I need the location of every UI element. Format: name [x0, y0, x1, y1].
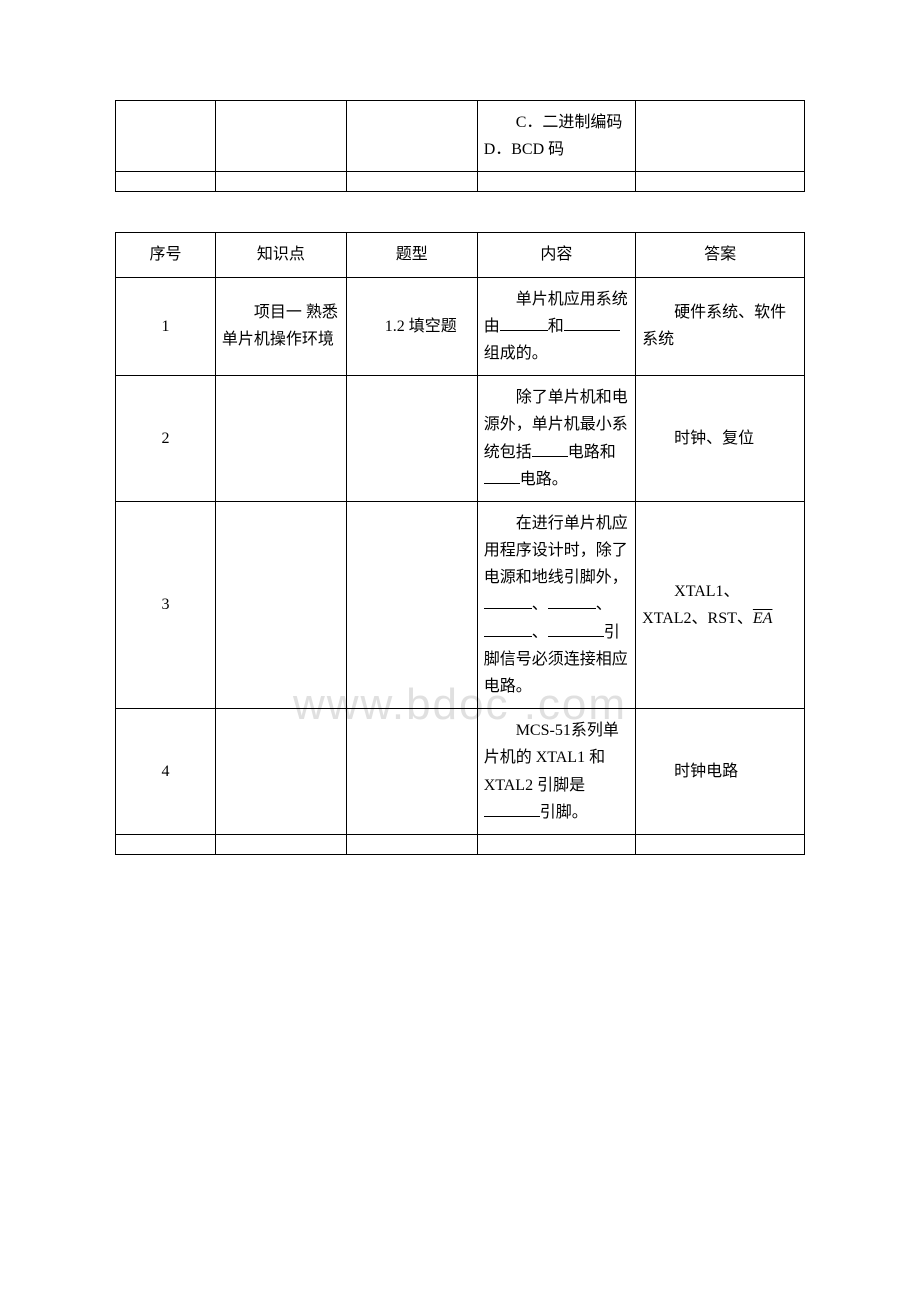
content-text: 组成的。: [484, 345, 548, 362]
cell-empty: [346, 709, 477, 835]
content-text: 引脚。: [540, 804, 588, 821]
cell-empty: [346, 101, 477, 172]
cell-answer: XTAL1、XTAL2、RST、EA: [636, 501, 805, 708]
table-main: 序号 知识点 题型 内容 答案 1 项目一 熟悉单片机操作环境 1.2 填空题 …: [115, 232, 805, 855]
answer-ea: EA: [753, 610, 773, 627]
cell-empty: [215, 376, 346, 502]
cell-content: 在进行单片机应用程序设计时，除了电源和地线引脚外，、、、引脚信号必须连接相应电路…: [477, 501, 635, 708]
header-kp: 知识点: [215, 233, 346, 277]
blank-line: [484, 621, 532, 637]
header-num: 序号: [116, 233, 216, 277]
cell-content: 除了单片机和电源外，单片机最小系统包括电路和电路。: [477, 376, 635, 502]
content-text: MCS-51系列单片机的 XTAL1 和 XTAL2 引脚是: [484, 722, 619, 793]
table-row: 4 MCS-51系列单片机的 XTAL1 和 XTAL2 引脚是引脚。 时钟电路: [116, 709, 805, 835]
blank-line: [484, 801, 540, 817]
cell-empty: [477, 172, 635, 192]
table-row: [116, 172, 805, 192]
blank-line: [564, 315, 620, 331]
content-text: 电路。: [520, 471, 568, 488]
cell-type: 1.2 填空题: [346, 277, 477, 376]
table-row: 2 除了单片机和电源外，单片机最小系统包括电路和电路。 时钟、复位: [116, 376, 805, 502]
content-text: 、: [532, 596, 548, 613]
cell-num: 2: [116, 376, 216, 502]
table-row: C．二进制编码 D．BCD 码: [116, 101, 805, 172]
cell-empty: [346, 834, 477, 854]
cell-num: 3: [116, 501, 216, 708]
blank-line: [484, 593, 532, 609]
content-text: 、: [596, 596, 612, 613]
content-text: 在进行单片机应用程序设计时，除了电源和地线引脚外，: [484, 515, 628, 586]
blank-line: [484, 468, 520, 484]
cell-kp: 项目一 熟悉单片机操作环境: [215, 277, 346, 376]
cell-content: 单片机应用系统由和组成的。: [477, 277, 635, 376]
blank-line: [500, 315, 548, 331]
content-text: 和: [548, 318, 564, 335]
table-row: [116, 834, 805, 854]
cell-num: 1: [116, 277, 216, 376]
cell-empty: [636, 172, 805, 192]
cell-content: C．二进制编码 D．BCD 码: [477, 101, 635, 172]
cell-answer: 时钟、复位: [636, 376, 805, 502]
cell-empty: [477, 834, 635, 854]
table-row: 1 项目一 熟悉单片机操作环境 1.2 填空题 单片机应用系统由和组成的。 硬件…: [116, 277, 805, 376]
blank-line: [532, 441, 568, 457]
cell-empty: [215, 501, 346, 708]
content-text: 、: [532, 624, 548, 641]
cell-answer: 硬件系统、软件系统: [636, 277, 805, 376]
cell-empty: [116, 834, 216, 854]
header-type: 题型: [346, 233, 477, 277]
blank-line: [548, 621, 604, 637]
cell-empty: [346, 376, 477, 502]
cell-empty: [346, 501, 477, 708]
cell-empty: [636, 834, 805, 854]
cell-empty: [116, 172, 216, 192]
table-row: 3 在进行单片机应用程序设计时，除了电源和地线引脚外，、、、引脚信号必须连接相应…: [116, 501, 805, 708]
cell-empty: [215, 172, 346, 192]
cell-empty: [215, 709, 346, 835]
table-header-row: 序号 知识点 题型 内容 答案: [116, 233, 805, 277]
cell-empty: [116, 101, 216, 172]
header-content: 内容: [477, 233, 635, 277]
blank-line: [548, 593, 596, 609]
table-spacer: [115, 192, 805, 232]
cell-num: 4: [116, 709, 216, 835]
cell-answer: 时钟电路: [636, 709, 805, 835]
cell-empty: [346, 172, 477, 192]
answer-text: XTAL1、XTAL2、RST、: [642, 583, 753, 627]
cell-empty: [215, 101, 346, 172]
table-top: C．二进制编码 D．BCD 码: [115, 100, 805, 192]
cell-empty: [636, 101, 805, 172]
content-text: 电路和: [568, 444, 616, 461]
header-answer: 答案: [636, 233, 805, 277]
cell-content: MCS-51系列单片机的 XTAL1 和 XTAL2 引脚是引脚。: [477, 709, 635, 835]
cell-empty: [215, 834, 346, 854]
